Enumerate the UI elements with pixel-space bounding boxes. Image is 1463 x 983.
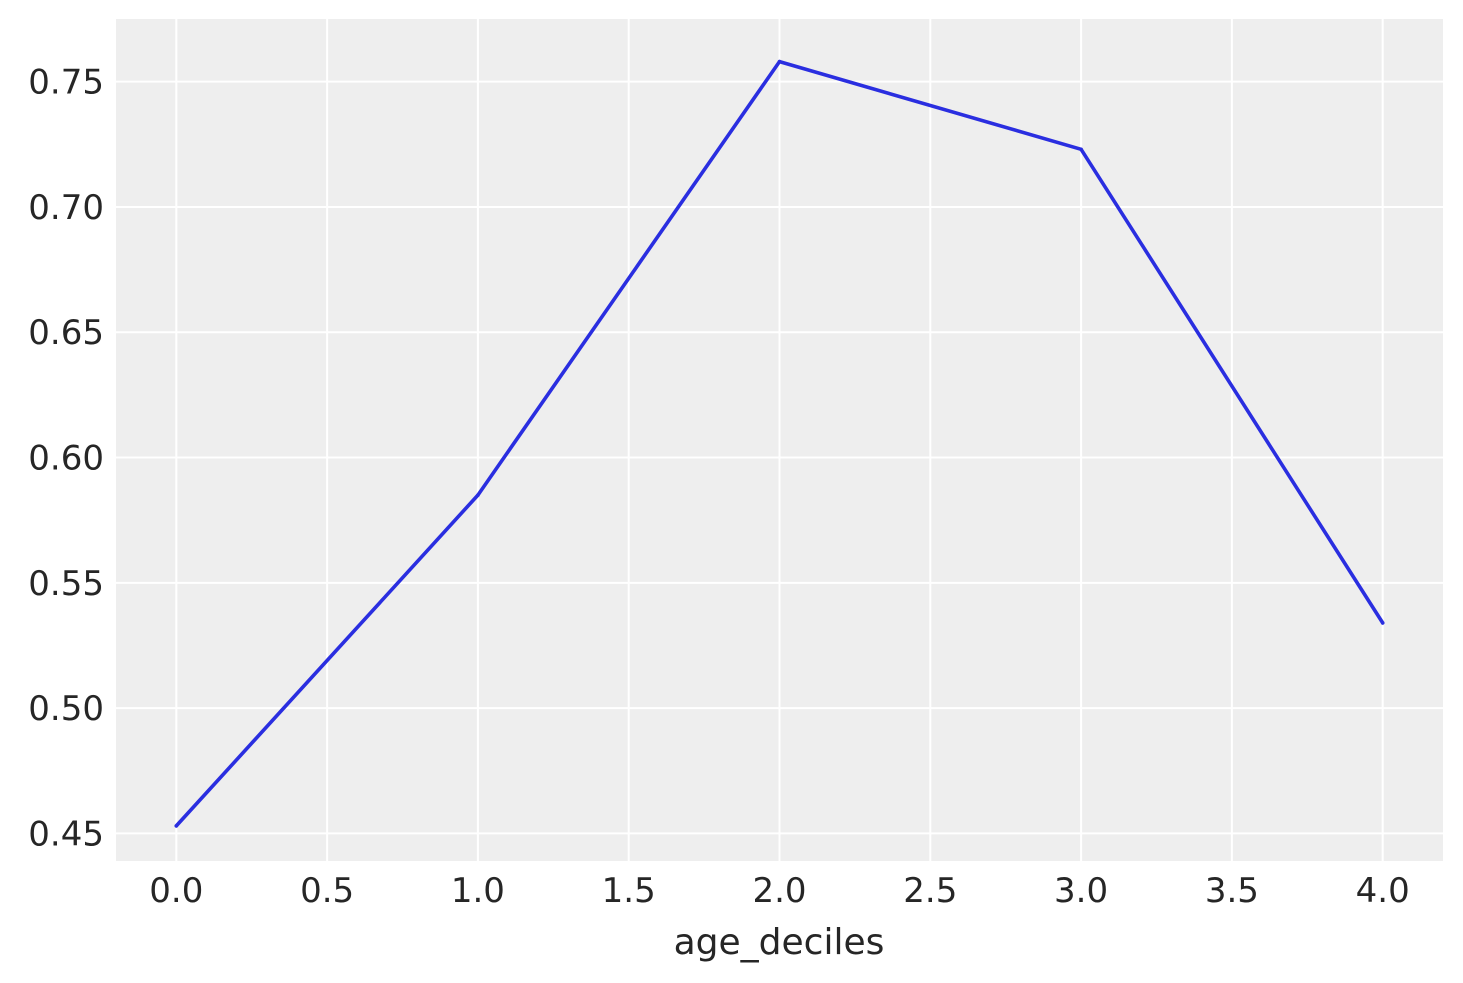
vertical-gridlines: [175, 19, 1384, 861]
x-tick-label: 2.0: [752, 871, 806, 911]
data-point: [1079, 147, 1083, 152]
y-tick-label: 0.55: [28, 564, 104, 604]
data-point: [1380, 621, 1385, 625]
x-tick-labels: 0.0 0.5 1.0 1.5 2.0 2.5 3.0 3.5 4.0: [149, 871, 1409, 911]
x-tick-label: 3.5: [1205, 871, 1259, 911]
horizontal-gridlines: [116, 80, 1443, 835]
y-tick-label: 0.45: [28, 814, 104, 854]
x-tick-label: 2.5: [903, 871, 957, 911]
y-tick-label: 0.75: [28, 63, 104, 103]
y-tick-label: 0.50: [28, 689, 104, 729]
x-tick-label: 0.5: [300, 871, 354, 911]
y-tick-label: 0.60: [28, 439, 104, 479]
data-point: [476, 493, 480, 497]
y-tick-labels: 0.45 0.50 0.55 0.60 0.65 0.70 0.75: [28, 63, 104, 855]
y-tick-label: 0.70: [28, 188, 104, 228]
data-point: [174, 824, 179, 828]
x-tick-label: 0.0: [149, 871, 203, 911]
x-tick-label: 4.0: [1356, 871, 1410, 911]
y-tick-label: 0.65: [28, 313, 104, 353]
series-layer: [174, 59, 1385, 828]
x-axis-label: age_deciles: [674, 922, 885, 963]
x-tick-label: 1.5: [602, 871, 656, 911]
data-point: [777, 59, 782, 64]
x-tick-label: 1.0: [451, 871, 505, 911]
x-tick-label: 3.0: [1054, 871, 1108, 911]
